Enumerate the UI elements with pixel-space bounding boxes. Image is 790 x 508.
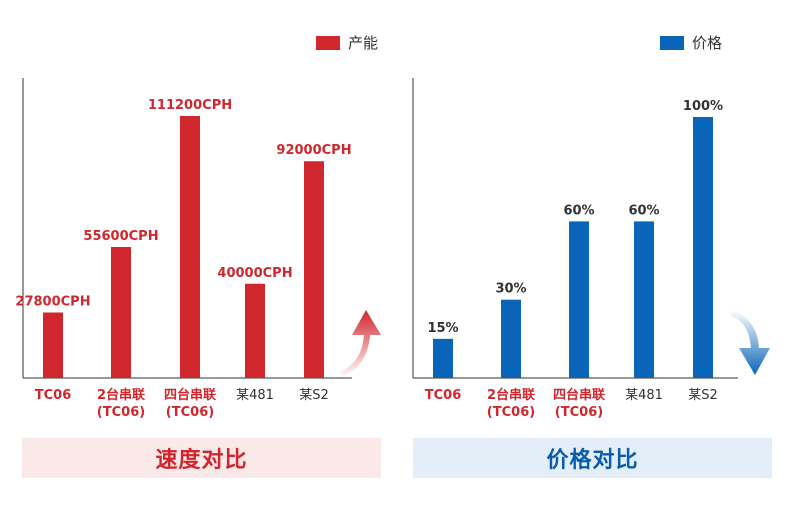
legend-label-capacity: 产能 (348, 34, 379, 52)
capacity-category-label: (TC06) (97, 405, 145, 420)
capacity-bar (43, 312, 63, 378)
price-bar (693, 117, 713, 378)
trend-down-arrow-icon (731, 310, 770, 375)
capacity-category-label: 某481 (236, 388, 274, 403)
capacity-category-label: 某S2 (299, 388, 329, 403)
price-category-label: (TC06) (555, 405, 603, 420)
price-category-label: 2台串联 (487, 387, 535, 403)
trend-up-arrow-icon (340, 310, 381, 378)
capacity-data-label: 55600CPH (83, 229, 158, 244)
price-bar (433, 338, 453, 378)
price-bar (634, 221, 654, 378)
price-data-label: 60% (563, 203, 594, 218)
capacity-data-label: 40000CPH (217, 266, 292, 281)
capacity-chart: 27800CPH TC06 55600CPH 2台串联 (TC06) 111200CPH 四… (15, 78, 352, 420)
legend-swatch-price (660, 35, 684, 50)
price-bar (501, 299, 521, 378)
price-data-label: 100% (683, 99, 723, 114)
price-category-label: TC06 (425, 388, 462, 403)
price-comparison-banner: 价格对比 (413, 438, 772, 478)
capacity-bar (111, 247, 131, 378)
capacity-bar (245, 283, 265, 378)
legend-capacity: 产能 (316, 32, 378, 53)
speed-comparison-banner: 速度对比 (22, 438, 381, 478)
capacity-data-label: 111200CPH (148, 98, 232, 113)
price-category-label: 某S2 (688, 388, 718, 403)
price-comparison-title: 价格对比 (546, 448, 639, 473)
capacity-data-label: 27800CPH (15, 295, 90, 310)
price-category-label: (TC06) (487, 405, 535, 420)
price-data-label: 30% (495, 282, 526, 297)
capacity-bar (180, 116, 200, 378)
price-category-label: 四台串联 (553, 387, 605, 403)
capacity-bar (304, 161, 324, 378)
price-data-label: 15% (427, 321, 458, 336)
legend-swatch-capacity (316, 35, 340, 50)
price-data-label: 60% (628, 203, 659, 218)
capacity-data-label: 92000CPH (276, 143, 351, 158)
price-bar (569, 221, 589, 378)
capacity-category-label: 2台串联 (97, 387, 145, 403)
legend-price: 价格 (660, 32, 722, 53)
capacity-category-label: 四台串联 (164, 387, 216, 403)
capacity-category-label: (TC06) (166, 405, 214, 420)
speed-comparison-title: 速度对比 (155, 448, 248, 473)
price-category-label: 某481 (625, 388, 663, 403)
legend-label-price: 价格 (692, 34, 723, 52)
price-chart: 15% TC06 30% 2台串联 (TC06) 60% 四台串联 (TC06) 60% 某481… (412, 78, 738, 420)
capacity-category-label: TC06 (35, 388, 72, 403)
